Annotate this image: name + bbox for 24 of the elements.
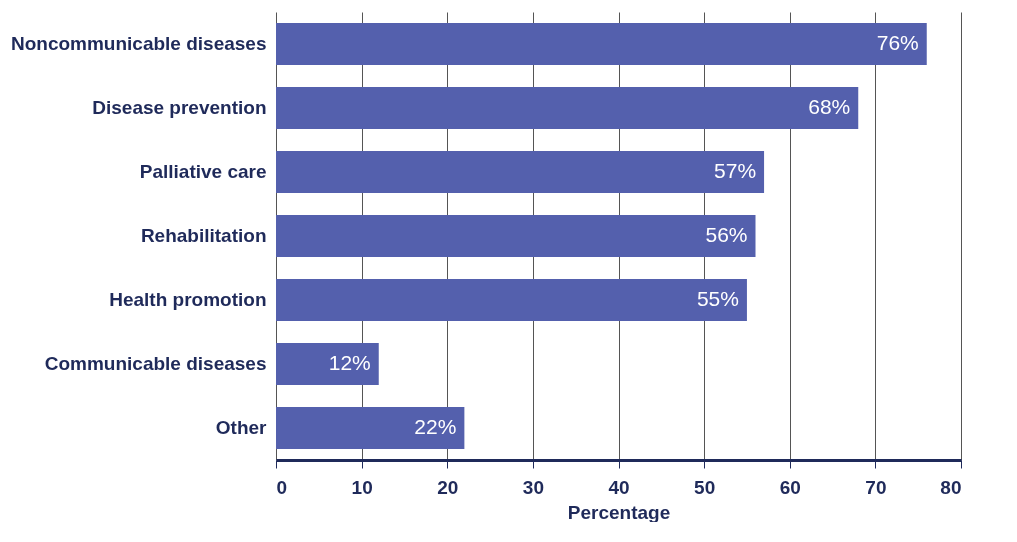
- y-tick-label: Rehabilitation: [140, 225, 267, 246]
- x-tick-label: 20: [437, 476, 459, 498]
- data-label: 55%: [696, 287, 739, 310]
- data-label: 12%: [328, 351, 371, 374]
- data-label: 57%: [714, 159, 757, 182]
- y-tick-label: Health promotion: [109, 289, 267, 310]
- data-label: 56%: [705, 223, 748, 246]
- y-tick-label: Other: [215, 417, 268, 438]
- data-label: 68%: [808, 95, 851, 118]
- x-tick-label: 30: [522, 476, 544, 498]
- data-label: 76%: [876, 31, 919, 54]
- data-label: 22%: [414, 415, 457, 438]
- y-tick-label: Disease prevention: [92, 97, 267, 118]
- x-tick-label: 70: [865, 476, 887, 498]
- x-tick-label: 0: [276, 476, 288, 498]
- x-axis-title: Percentage: [567, 501, 671, 523]
- y-tick-label: Palliative care: [139, 161, 267, 182]
- x-tick-label: 50: [694, 476, 716, 498]
- y-tick-label: Noncommunicable diseases: [10, 33, 267, 54]
- x-tick-label: 80: [940, 476, 962, 498]
- x-tick-label: 10: [351, 476, 373, 498]
- x-tick-label: 40: [608, 476, 630, 498]
- y-tick-label: Communicable diseases: [44, 353, 267, 374]
- x-tick-label: 60: [779, 476, 801, 498]
